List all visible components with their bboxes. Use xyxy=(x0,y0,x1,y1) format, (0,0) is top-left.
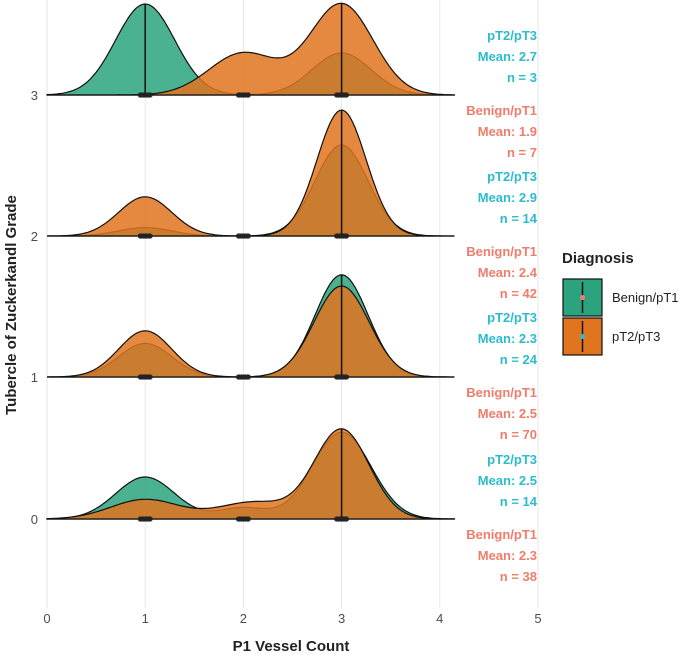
density-pt2-pt3-grade-1 xyxy=(46,285,455,378)
data-point xyxy=(147,233,153,239)
y-axis-title: Tubercle of Zuckerkandl Grade xyxy=(3,195,20,415)
legend-item: Benign/pT1 xyxy=(562,278,679,317)
annotation-mean: Mean: 2.5 xyxy=(478,406,537,421)
annotation-n: n = 38 xyxy=(500,569,537,584)
x-tick-labels: 0 1 2 3 4 5 xyxy=(43,611,541,626)
annotation-group: pT2/pT3 xyxy=(487,169,537,184)
x-tick-label: 4 xyxy=(436,611,443,626)
data-point xyxy=(147,92,153,98)
data-point xyxy=(344,516,350,522)
data-point xyxy=(344,92,350,98)
annotation-group: Benign/pT1 xyxy=(466,527,537,542)
legend: Diagnosis Benign/pT1 pT2/pT3 xyxy=(562,250,679,356)
annotation-n: n = 3 xyxy=(507,70,537,85)
legend-title: Diagnosis xyxy=(562,250,634,267)
annotation-mean: Mean: 2.7 xyxy=(478,49,537,64)
annotation-n: n = 70 xyxy=(500,427,537,442)
data-point xyxy=(147,374,153,380)
annotation-n: n = 14 xyxy=(500,494,538,509)
density-pt2-pt3-grade-0 xyxy=(46,428,455,520)
density-ridges xyxy=(46,2,456,522)
y-tick-label: 3 xyxy=(31,88,38,103)
data-point xyxy=(245,516,251,522)
y-tick-label: 2 xyxy=(31,229,38,244)
x-tick-label: 0 xyxy=(43,611,50,626)
annotation-mean: Mean: 2.3 xyxy=(478,548,537,563)
x-tick-label: 2 xyxy=(240,611,247,626)
data-point xyxy=(344,233,350,239)
annotation-n: n = 24 xyxy=(500,352,538,367)
annotation-group: Benign/pT1 xyxy=(466,244,537,259)
annotation-mean: Mean: 2.3 xyxy=(478,331,537,346)
annotation-n: n = 14 xyxy=(500,211,538,226)
annotation-n: n = 7 xyxy=(507,145,537,160)
annotation-mean: Mean: 2.9 xyxy=(478,190,537,205)
annotation-n: n = 42 xyxy=(500,286,537,301)
data-point xyxy=(245,233,251,239)
ridge-grade-0 xyxy=(46,428,456,522)
data-point xyxy=(147,516,153,522)
annotation-group: pT2/pT3 xyxy=(487,452,537,467)
legend-key-point xyxy=(579,294,586,301)
y-tick-label: 1 xyxy=(31,370,38,385)
annotation-group: pT2/pT3 xyxy=(487,28,537,43)
group-annotations: pT2/pT3 Mean: 2.7 n = 3 Benign/pT1 Mean: 1.9… xyxy=(466,28,538,584)
x-tick-label: 1 xyxy=(142,611,149,626)
density-pt2-pt3-grade-3 xyxy=(47,2,456,96)
annotation-group: Benign/pT1 xyxy=(466,385,537,400)
y-tick-labels: 3 2 1 0 xyxy=(31,88,38,527)
x-axis-title: P1 Vessel Count xyxy=(233,638,350,655)
annotation-group: Benign/pT1 xyxy=(466,103,537,118)
x-tick-label: 5 xyxy=(534,611,541,626)
legend-item: pT2/pT3 xyxy=(562,317,660,356)
annotation-mean: Mean: 1.9 xyxy=(478,124,537,139)
x-tick-label: 3 xyxy=(338,611,345,626)
y-tick-label: 0 xyxy=(31,512,38,527)
data-point xyxy=(245,92,251,98)
annotation-mean: Mean: 2.4 xyxy=(478,265,538,280)
ridge-grade-3 xyxy=(46,2,456,98)
legend-key-point xyxy=(579,333,586,340)
annotation-group: pT2/pT3 xyxy=(487,310,537,325)
legend-label: pT2/pT3 xyxy=(612,329,660,344)
legend-label: Benign/pT1 xyxy=(612,290,679,305)
data-point xyxy=(245,374,251,380)
data-point xyxy=(344,374,350,380)
annotation-mean: Mean: 2.5 xyxy=(478,473,537,488)
density-pt2-pt3-grade-2 xyxy=(46,109,455,237)
ridge-grade-1 xyxy=(46,274,455,380)
ridge-grade-2 xyxy=(46,109,455,239)
grid-lines xyxy=(46,0,539,608)
